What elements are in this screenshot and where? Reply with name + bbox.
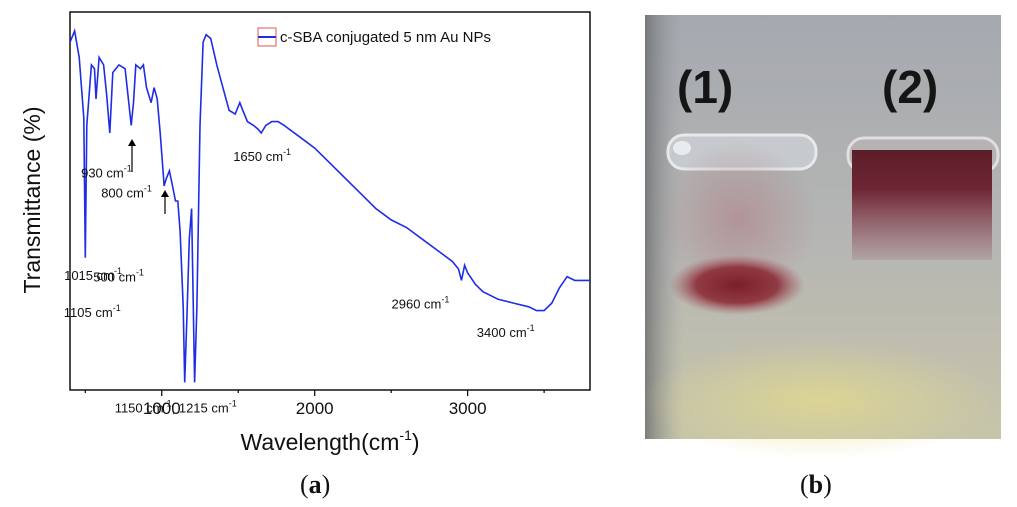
sample-1-spot (669, 255, 805, 315)
sample-label-1: (1) (677, 61, 733, 113)
caption-a-letter: a (308, 470, 322, 499)
arrow-800-head (128, 139, 136, 146)
x-axis-ticks: 1000 2000 3000 (84, 390, 545, 418)
legend-label: c-SBA conjugated 5 nm Au NPs (280, 29, 491, 46)
caption-a: (a) (300, 470, 330, 500)
ftir-chart: 1000 2000 3000 500 cm-1 800 cm-1 930 cm-1 101… (19, 11, 591, 455)
x-tick-label: 2000 (296, 399, 334, 418)
peak-label: 930 cm-1 (81, 164, 132, 181)
paper-yellow-stain (640, 340, 1000, 460)
peak-label: 800 cm-1 (101, 183, 152, 200)
x-tick-label: 1000 (143, 399, 181, 418)
caption-b: (b) (800, 470, 832, 500)
annotation-arrows (128, 139, 169, 214)
sample-label-2: (2) (882, 61, 938, 113)
peak-label: 2960 cm-1 (392, 294, 450, 311)
peak-annotations: 500 cm-1 800 cm-1 930 cm-1 1015 cm-1 1105 cm… (64, 147, 535, 415)
y-axis-label: Transmittance (%) (19, 106, 45, 293)
arrow-930-head (161, 190, 169, 197)
x-axis-label-main: Wavelength(cm (240, 429, 399, 455)
x-axis-label-close: ) (412, 429, 420, 455)
peak-label: 1015 cm-1 (64, 266, 122, 283)
peak-label: 3400 cm-1 (477, 323, 535, 340)
caption-a-close: ) (321, 470, 331, 499)
legend: c-SBA conjugated 5 nm Au NPs (257, 27, 491, 47)
peak-label: 500 cm-1 (93, 268, 144, 285)
sample-1-haze (660, 140, 816, 300)
x-tick-label: 3000 (449, 399, 487, 418)
caption-b-close: ) (823, 470, 832, 499)
photo-panel: (1) (2) (640, 15, 1001, 460)
caption-b-letter: b (808, 470, 824, 499)
peak-label: 1105 cm-1 (64, 303, 121, 320)
sample-2-fill (852, 150, 992, 260)
series-line (70, 28, 590, 383)
x-axis-label-exp: -1 (399, 427, 412, 443)
caption-b-open: ( (800, 470, 809, 499)
tube-1-highlight (673, 141, 691, 155)
plot-frame (69, 11, 591, 391)
caption-a-open: ( (300, 470, 309, 499)
peak-label: 1650 cm-1 (233, 147, 291, 164)
x-axis-label: Wavelength(cm-1) (240, 427, 419, 455)
peak-label: 1150 cm-1, 1215 cm-1 (115, 398, 237, 415)
